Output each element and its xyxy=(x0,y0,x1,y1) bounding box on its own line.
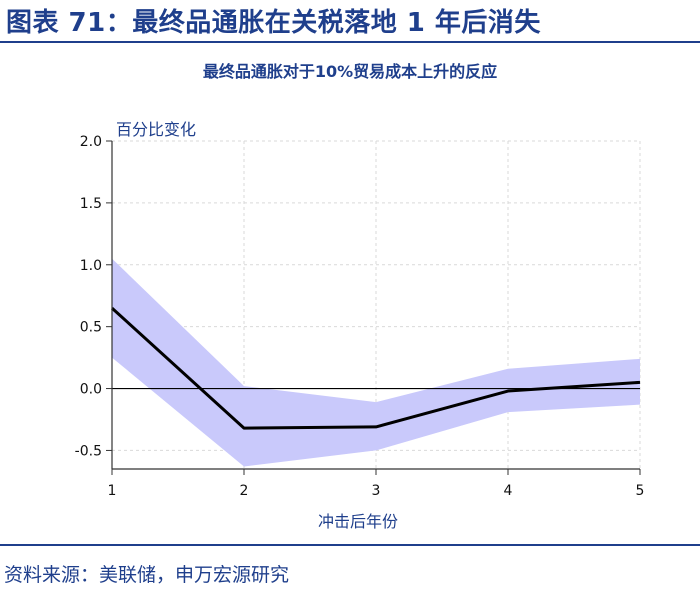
y-tick-label: 0.0 xyxy=(80,382,102,398)
x-tick-label: 3 xyxy=(372,483,381,499)
y-axis-label: 百分比变化 xyxy=(116,120,197,139)
title-rule xyxy=(0,41,700,43)
confidence-band xyxy=(112,258,640,467)
y-tick-label: 2.0 xyxy=(80,134,102,150)
y-tick-label: 1.5 xyxy=(80,196,102,212)
chart-title: 最终品通胀对于10%贸易成本上升的反应 xyxy=(202,62,498,81)
source-rule xyxy=(0,544,700,546)
source-note: 资料来源：美联储，申万宏源研究 xyxy=(4,564,290,586)
y-tick-label: 1.0 xyxy=(80,258,102,274)
x-axis-label: 冲击后年份 xyxy=(318,512,399,531)
x-tick-label: 2 xyxy=(240,483,249,499)
series-line xyxy=(110,306,641,430)
y-tick-label: -0.5 xyxy=(75,443,102,459)
x-tick-label: 4 xyxy=(504,483,513,499)
figure-title: 图表 71：最终品通胀在关税落地 1 年后消失 xyxy=(6,8,541,38)
y-tick-label: 0.5 xyxy=(80,320,102,336)
tick-labels: 2.0 1.5 1.0 0.5 0.0 -0.5 1 2 3 4 5 xyxy=(75,134,645,499)
x-tick-label: 1 xyxy=(108,483,117,499)
axes xyxy=(106,140,641,475)
x-tick-label: 5 xyxy=(636,483,645,499)
